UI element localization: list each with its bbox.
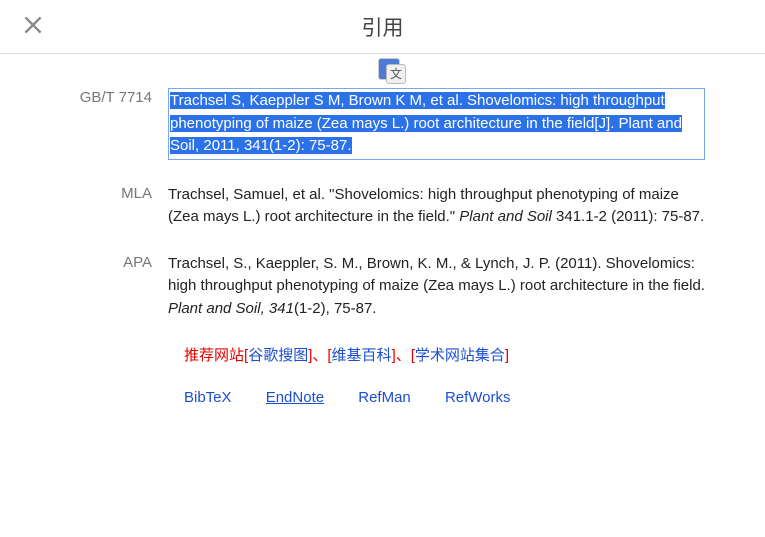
- export-refman[interactable]: RefMan: [358, 389, 411, 406]
- export-links: BibTeX EndNote RefMan RefWorks: [184, 389, 705, 406]
- citation-text-gbt[interactable]: Trachsel S, Kaeppler S M, Brown K M, et …: [168, 88, 705, 160]
- citation-row-mla: MLA Trachsel, Samuel, et al. "Shovelomic…: [60, 184, 705, 229]
- recommend-label: 推荐网站: [184, 347, 244, 364]
- citation-text-mla[interactable]: Trachsel, Samuel, et al. "Shovelomics: h…: [168, 184, 705, 229]
- close-button[interactable]: [20, 12, 46, 38]
- citation-row-gbt: GB/T 7714 Trachsel S, Kaeppler S M, Brow…: [60, 88, 705, 160]
- export-endnote[interactable]: EndNote: [266, 389, 324, 406]
- recommended-sites: 推荐网站[谷歌搜图]、[维基百科]、[学术网站集合]: [184, 344, 705, 365]
- citation-text-apa[interactable]: Trachsel, S., Kaeppler, S. M., Brown, K.…: [168, 253, 705, 321]
- link-academic-sites[interactable]: 学术网站集合: [415, 347, 505, 364]
- citation-label: MLA: [60, 184, 168, 229]
- citation-label: GB/T 7714: [60, 88, 168, 160]
- citation-row-apa: APA Trachsel, S., Kaeppler, S. M., Brown…: [60, 253, 705, 321]
- close-icon: [20, 12, 46, 38]
- dialog-title: 引用: [362, 12, 404, 42]
- export-bibtex[interactable]: BibTeX: [184, 389, 232, 406]
- link-wikipedia[interactable]: 维基百科: [332, 347, 392, 364]
- export-refworks[interactable]: RefWorks: [445, 389, 511, 406]
- link-google-images[interactable]: 谷歌搜图: [248, 347, 308, 364]
- translate-icon[interactable]: 文: [378, 58, 408, 84]
- dialog-header: 引用: [0, 0, 765, 54]
- citations-content: GB/T 7714 Trachsel S, Kaeppler S M, Brow…: [0, 54, 765, 426]
- citation-label: APA: [60, 253, 168, 321]
